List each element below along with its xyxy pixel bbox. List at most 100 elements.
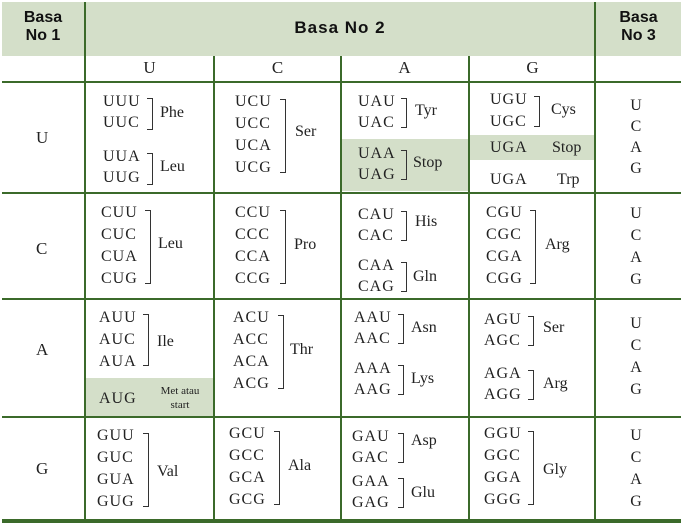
first-base-A: A — [36, 340, 49, 359]
third-base: U — [630, 97, 642, 114]
bracket — [147, 98, 153, 130]
codon: GCA — [229, 469, 266, 486]
bracket — [398, 314, 404, 344]
third-base: C — [630, 449, 642, 466]
codon: AUC — [99, 331, 136, 348]
start-label-line1: Met atau — [160, 385, 200, 397]
header-third-base: Basa No 3 — [596, 2, 681, 56]
third-base: C — [630, 227, 642, 244]
bracket — [280, 99, 286, 173]
third-base: A — [630, 249, 642, 266]
codon: CAG — [358, 278, 395, 295]
codon: UUU — [103, 93, 141, 110]
codon: CGG — [486, 270, 523, 287]
grid-hline — [2, 416, 681, 418]
amino-acid: Ser — [543, 319, 565, 336]
bracket — [401, 211, 407, 241]
codon: UCU — [235, 93, 272, 110]
codon: AAC — [354, 330, 391, 347]
amino-acid: Gly — [543, 461, 567, 478]
header-second-base: Basa No 2 — [86, 2, 594, 56]
third-base: U — [630, 205, 642, 222]
bracket — [274, 431, 280, 505]
codon: CCA — [235, 248, 271, 265]
codon: CAA — [358, 257, 395, 274]
amino-acid: Lys — [411, 370, 435, 387]
codon: AGC — [484, 332, 521, 349]
codon: UUG — [103, 169, 141, 186]
third-base: A — [630, 139, 642, 156]
amino-acid: Leu — [158, 235, 183, 252]
amino-acid: Thr — [290, 341, 314, 358]
second-base-U: U — [143, 58, 156, 77]
grid-vline — [468, 56, 470, 523]
third-base: G — [630, 160, 642, 177]
amino-acid: Ala — [288, 457, 312, 474]
codon: UAG — [358, 166, 396, 183]
second-base-C: C — [271, 58, 284, 77]
amino-acid: Pro — [294, 236, 317, 253]
bracket — [401, 98, 407, 128]
bracket — [147, 153, 153, 185]
first-base-U: U — [36, 128, 49, 147]
bracket — [401, 150, 407, 180]
codon: AAA — [354, 360, 392, 377]
bracket — [280, 210, 286, 284]
codon: CUU — [101, 204, 138, 221]
codon: GCU — [229, 425, 266, 442]
codon: UAA — [358, 145, 396, 162]
codon: ACG — [233, 375, 270, 392]
codon: CGU — [486, 204, 523, 221]
bracket — [143, 314, 149, 366]
amino-acid: Gln — [413, 268, 437, 285]
codon: ACU — [233, 309, 270, 326]
codon: CUG — [101, 270, 138, 287]
codon: AUG — [99, 390, 137, 407]
codon: UUC — [103, 114, 140, 131]
codon: UCC — [235, 115, 271, 132]
bracket — [401, 262, 407, 292]
codon: UAC — [358, 114, 395, 131]
grid-vline — [340, 56, 342, 523]
amino-acid: Trp — [557, 171, 580, 188]
amino-acid: Arg — [543, 375, 568, 392]
codon: UGU — [490, 91, 528, 108]
codon: CGC — [486, 226, 522, 243]
codon: GCG — [229, 491, 266, 508]
third-base: U — [630, 315, 642, 332]
codon: ACC — [233, 331, 269, 348]
second-base-A: A — [398, 58, 411, 77]
codon: UGA — [490, 139, 528, 156]
codon: AAU — [354, 309, 392, 326]
codon: AGU — [484, 311, 522, 328]
first-base-C: C — [36, 239, 48, 258]
header-third-base-line2: No 3 — [621, 27, 656, 44]
bracket — [398, 433, 404, 463]
codon: GCC — [229, 447, 265, 464]
grid-hline — [2, 298, 681, 300]
codon: CAC — [358, 227, 394, 244]
header-second-base-label: Basa No 2 — [294, 18, 386, 37]
codon: UGC — [490, 113, 527, 130]
bracket — [398, 478, 404, 508]
grid-bottom-line — [2, 519, 681, 523]
bracket — [534, 96, 540, 127]
bracket — [528, 370, 534, 400]
third-base: U — [630, 427, 642, 444]
bracket — [528, 431, 534, 505]
amino-acid: Stop — [413, 154, 443, 171]
amino-acid: His — [415, 213, 438, 230]
grid-vline — [213, 56, 215, 523]
codon: AAG — [354, 381, 392, 398]
grid-hline — [2, 81, 681, 83]
second-base-G: G — [526, 58, 539, 77]
amino-acid: Stop — [552, 139, 582, 156]
codon: CCC — [235, 226, 271, 243]
amino-acid: Ser — [295, 123, 317, 140]
header-first-base-line2: No 1 — [25, 27, 61, 44]
grid-hline — [2, 192, 681, 194]
header-first-base: Basa No 1 — [2, 2, 84, 56]
codon: CGA — [486, 248, 523, 265]
codon: GAU — [352, 428, 390, 445]
codon: GGC — [484, 447, 521, 464]
